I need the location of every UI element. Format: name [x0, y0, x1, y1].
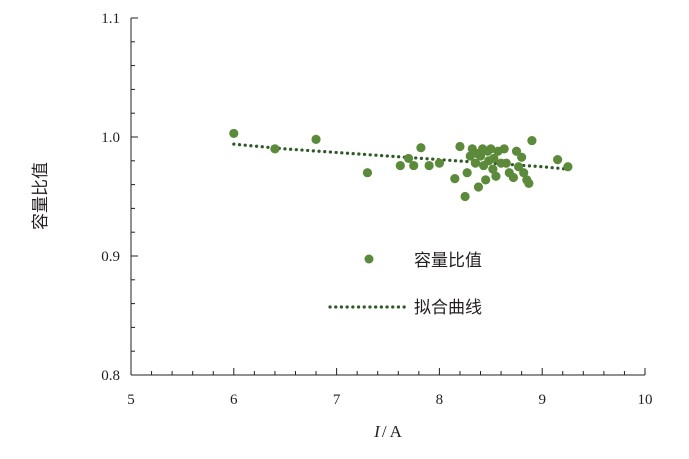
data-point [409, 160, 419, 171]
data-point [511, 146, 522, 156]
data-point [424, 160, 434, 171]
legend-label-scatter: 容量比值 [414, 251, 482, 271]
x-axis-label-separator: / [382, 422, 387, 441]
data-point [362, 168, 373, 178]
legend: 容量比值 拟合曲线 [328, 251, 482, 318]
tick-labels: 5 6 7 8 9 10 0.8 0.9 1.0 1.1 [101, 11, 652, 408]
scatter-points [229, 128, 573, 202]
data-point [481, 175, 491, 185]
data-point [517, 152, 527, 162]
fit-line [232, 142, 570, 171]
data-point [527, 135, 537, 146]
ticks [130, 17, 646, 376]
x-tick-label: 10 [638, 392, 653, 408]
data-point [513, 162, 524, 172]
data-point [270, 144, 280, 154]
data-point [416, 143, 426, 153]
x-tick-label: 6 [230, 392, 238, 408]
axes [130, 18, 645, 376]
data-point [563, 162, 573, 172]
x-tick-label: 9 [538, 392, 546, 408]
data-point [311, 134, 321, 144]
data-point [499, 144, 509, 154]
x-axis-label-unit: A [390, 422, 403, 441]
data-point [475, 151, 486, 161]
data-point [455, 141, 465, 152]
data-point [462, 168, 472, 178]
y-tick-label: 1.0 [101, 130, 120, 146]
x-axis-label-variable: I [373, 422, 381, 441]
data-point [501, 158, 511, 168]
data-point [460, 191, 470, 202]
data-point [553, 155, 563, 165]
x-axis-label: I / A [373, 422, 402, 441]
data-point [489, 153, 499, 164]
x-tick-label: 5 [127, 392, 135, 408]
data-point [519, 168, 529, 178]
y-tick-label: 0.8 [101, 368, 120, 384]
x-tick-label: 8 [436, 392, 444, 408]
data-point [470, 158, 480, 168]
y-tick-label: 0.9 [101, 249, 120, 265]
y-tick-label: 1.1 [101, 11, 120, 27]
legend-label-fit: 拟合曲线 [414, 298, 482, 318]
data-point [488, 164, 498, 174]
x-tick-label: 7 [333, 392, 341, 408]
data-point [450, 174, 460, 184]
fit-curve [232, 142, 570, 171]
data-point [508, 172, 519, 183]
data-point [491, 171, 501, 181]
data-point [465, 151, 475, 161]
data-point [395, 160, 405, 171]
data-point [434, 158, 444, 168]
data-point [229, 128, 239, 139]
legend-marker-scatter [364, 254, 374, 264]
data-point [486, 144, 496, 154]
data-point [403, 153, 414, 164]
data-point [473, 182, 484, 192]
y-axis-label: 容量比值 [31, 162, 51, 230]
data-point [524, 178, 534, 189]
